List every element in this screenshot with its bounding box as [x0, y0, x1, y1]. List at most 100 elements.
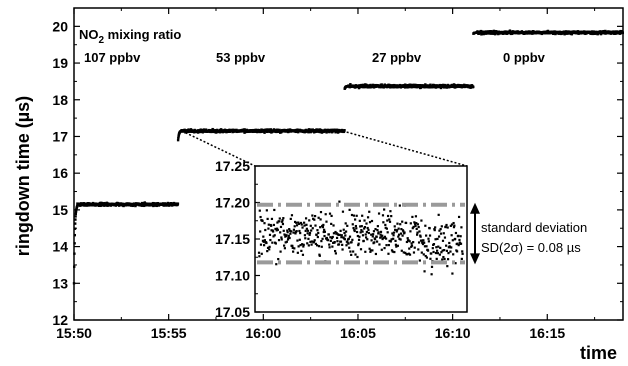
- inset-data-point: [292, 231, 295, 234]
- inset-data-point: [356, 234, 359, 238]
- inset-data-point: [398, 237, 401, 240]
- inset-data-point: [361, 214, 364, 217]
- inset-data-point: [300, 223, 303, 226]
- inset-data-point: [415, 227, 418, 231]
- inset-data-point: [292, 228, 296, 231]
- inset-data-point: [334, 230, 337, 234]
- inset-data-point: [435, 246, 438, 249]
- inset-data-point: [442, 232, 445, 235]
- inset-data-point: [388, 239, 391, 243]
- data-point: [79, 204, 82, 207]
- inset-data-point: [282, 217, 285, 220]
- inset-data-point: [457, 244, 460, 247]
- inset-data-point: [290, 214, 294, 217]
- inset-data-point: [319, 226, 322, 229]
- inset-data-point: [320, 240, 323, 243]
- inset-data-point: [299, 231, 302, 235]
- inset-data-point: [271, 241, 274, 244]
- inset-data-point: [285, 240, 288, 243]
- inset-data-point: [315, 233, 318, 236]
- inset-data-point: [396, 244, 399, 247]
- inset-data-point: [392, 231, 396, 234]
- inset-data-point: [412, 251, 416, 254]
- zoom-line-left: [181, 130, 256, 167]
- inset-data-point: [269, 238, 272, 242]
- inset-data-point: [321, 226, 325, 229]
- inset-data-point: [266, 217, 269, 221]
- y-tick-label: 14: [52, 239, 68, 255]
- inset-data-point: [394, 243, 398, 246]
- inset-data-point: [386, 214, 390, 218]
- inset-data-point: [262, 235, 265, 238]
- data-point: [349, 83, 352, 86]
- inset-data-point: [279, 225, 283, 229]
- inset-data-point: [313, 239, 316, 242]
- inset-data-point: [371, 249, 374, 252]
- data-point: [325, 131, 328, 134]
- inset-data-point: [347, 237, 350, 240]
- inset-data-point: [324, 213, 327, 216]
- inset-data-point: [390, 214, 393, 218]
- inset-data-point: [311, 227, 314, 230]
- inset-data-point: [339, 240, 343, 243]
- inset-data-point: [361, 234, 365, 237]
- inset-data-point: [418, 230, 421, 233]
- inset-data-point: [368, 210, 371, 213]
- inset-data-point: [431, 247, 434, 250]
- inset-data-point: [419, 235, 422, 238]
- inset-data-point: [385, 227, 388, 230]
- data-point: [215, 131, 218, 134]
- inset-data-point: [298, 229, 301, 233]
- data-point: [73, 233, 77, 237]
- inset-data-point: [432, 250, 435, 254]
- inset-data-point: [454, 262, 457, 265]
- inset-data-point: [365, 222, 368, 225]
- inset-data-point: [361, 230, 364, 233]
- inset-data-point: [350, 213, 354, 217]
- inset-data-point: [376, 229, 379, 232]
- inset-data-point: [344, 230, 348, 233]
- inset-data-point: [352, 226, 355, 230]
- inset-data-point: [441, 249, 444, 252]
- inset-data-point: [446, 226, 449, 229]
- inset-data-point: [384, 226, 387, 229]
- data-point: [511, 32, 514, 35]
- inset-data-point: [265, 241, 268, 245]
- inset-data-point: [278, 220, 281, 223]
- inset-data-point: [377, 231, 380, 234]
- inset-data-point: [306, 232, 309, 235]
- inset-data-point: [386, 219, 389, 222]
- inset-data-point: [277, 257, 280, 261]
- inset-data-point: [325, 220, 328, 223]
- data-point: [204, 128, 208, 131]
- inset-data-point: [295, 230, 298, 233]
- inset-data-point: [274, 242, 277, 245]
- inset-data-point: [389, 210, 392, 213]
- y-tick-label: 15: [52, 202, 68, 218]
- y-tick-label: 19: [52, 55, 68, 71]
- inset-data-point: [258, 209, 261, 212]
- inset-data-point: [303, 224, 306, 227]
- inset-data-point: [439, 228, 442, 231]
- inset-data-point: [429, 257, 432, 260]
- inset-data-point: [295, 221, 298, 224]
- inset-data-point: [435, 257, 438, 260]
- level-label-3: 0 ppbv: [503, 50, 546, 65]
- inset-data-point: [262, 240, 265, 243]
- inset-data-point: [323, 234, 326, 238]
- inset-data-point: [264, 228, 267, 232]
- inset-data-point: [437, 213, 440, 216]
- inset-data-point: [323, 228, 326, 231]
- inset-data-point: [320, 245, 323, 248]
- inset-data-point: [394, 228, 397, 231]
- inset-data-point: [282, 229, 285, 232]
- inset-data-point: [352, 214, 356, 217]
- inset-data-point: [405, 221, 408, 225]
- inset-data-point: [446, 265, 449, 268]
- inset-data-point: [310, 240, 314, 243]
- inset-data-point: [351, 223, 354, 226]
- data-point: [621, 31, 624, 35]
- inset-data-point: [274, 227, 277, 231]
- inset-data-point: [428, 227, 431, 230]
